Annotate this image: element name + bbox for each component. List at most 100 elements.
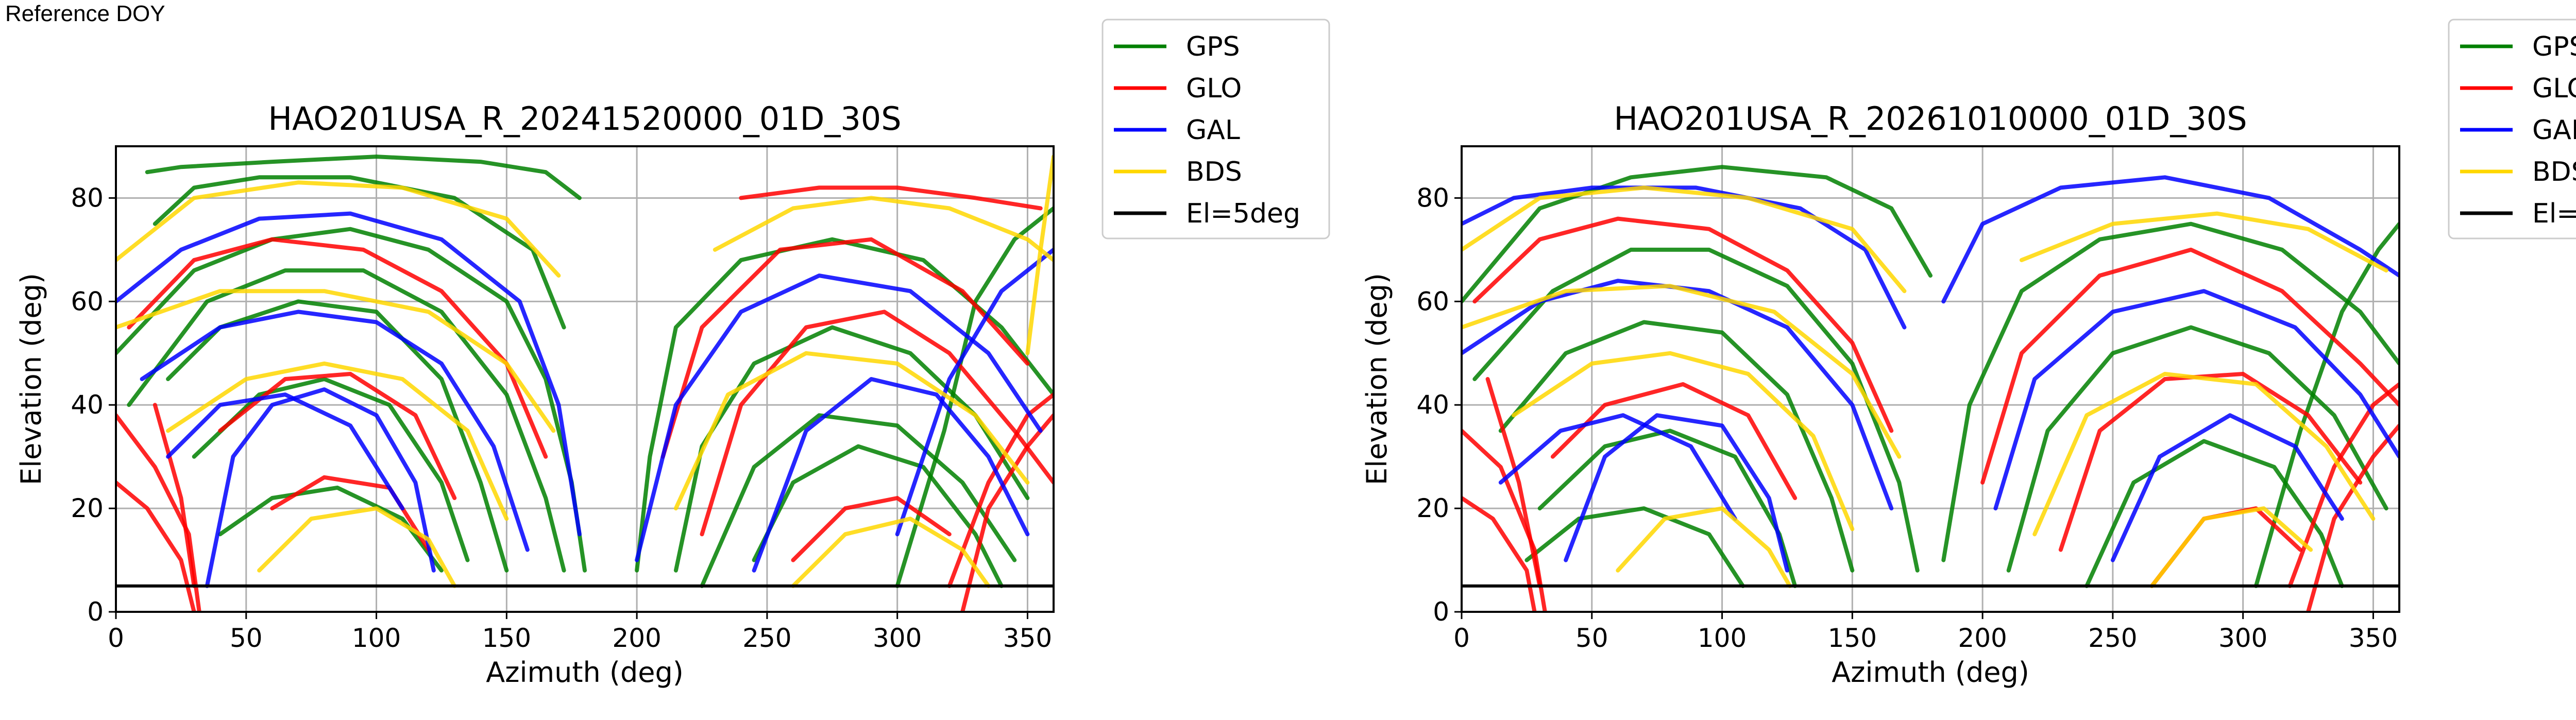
track-bds — [2019, 211, 2388, 273]
track-bds — [673, 351, 1030, 511]
track-gal — [1993, 289, 2399, 511]
track-gps — [1498, 320, 1855, 573]
chart-title: HAO201USA_R_20261010000_01D_30S — [1614, 100, 2247, 138]
y-tick-label: 20 — [71, 493, 104, 523]
y-tick-label: 20 — [1416, 493, 1449, 523]
track-gal — [166, 392, 405, 511]
track-bds — [166, 361, 509, 521]
track-bds — [1616, 506, 1792, 588]
x-axis-label: Azimuth (deg) — [486, 656, 684, 689]
x-tick-label: 350 — [1003, 623, 1052, 653]
track-gal — [1462, 185, 1907, 330]
track-bds — [116, 289, 556, 433]
track-glo — [1980, 247, 2399, 485]
track-gps — [192, 377, 470, 562]
legend-frame — [1101, 19, 1330, 239]
track-gps — [1472, 247, 1920, 573]
track-bds — [2032, 372, 2376, 537]
track-gps — [2253, 221, 2399, 588]
legend-label: GLO — [1186, 73, 1242, 104]
track-gps — [218, 485, 444, 573]
axes-frame — [1461, 145, 2400, 613]
track-gal — [140, 310, 530, 552]
track-gps — [1524, 506, 1745, 588]
track-bds — [791, 517, 991, 588]
track-glo — [1485, 377, 1542, 588]
legend-label: BDS — [1186, 157, 1242, 187]
x-tick-label: 150 — [482, 623, 531, 653]
track-glo — [152, 403, 196, 588]
x-tick-label: 50 — [1575, 623, 1608, 653]
track-bds — [1462, 284, 1902, 459]
x-tick-label: 200 — [1958, 623, 2007, 653]
plot-area — [1462, 165, 2399, 612]
y-tick-label: 0 — [87, 597, 104, 627]
track-gps — [2006, 325, 2388, 573]
track-glo — [700, 310, 1054, 537]
x-tick-label: 50 — [230, 623, 263, 653]
x-tick-label: 100 — [352, 623, 401, 653]
legend-label: GLO — [2532, 73, 2576, 104]
track-gps — [145, 155, 582, 200]
x-tick-label: 250 — [2088, 623, 2137, 653]
y-tick-label: 60 — [1416, 286, 1449, 316]
track-bds — [2149, 506, 2313, 588]
track-glo — [270, 475, 431, 552]
track-bds — [1025, 155, 1054, 355]
track-gps — [895, 206, 1054, 588]
track-bds — [713, 196, 1054, 262]
legend-label: GPS — [2532, 31, 2576, 62]
legend-label: GAL — [2532, 115, 2576, 146]
track-bds — [257, 506, 457, 588]
y-tick-label: 80 — [71, 183, 104, 213]
chart-title: HAO201USA_R_20241520000_01D_30S — [268, 100, 901, 138]
legend: GPS GLO GAL BDS El=5deg — [2448, 19, 2576, 239]
track-gal — [752, 377, 1030, 573]
x-tick-label: 300 — [873, 623, 922, 653]
track-glo — [947, 392, 1054, 588]
track-gal — [2110, 413, 2344, 562]
legend: GPS GLO GAL BDS El=5deg — [1101, 19, 1330, 239]
track-gal — [1941, 175, 2399, 304]
track-glo — [2287, 382, 2399, 588]
y-tick-label: 60 — [71, 286, 104, 316]
track-bds — [1512, 351, 1855, 532]
legend-label: El=5deg — [2532, 198, 2576, 229]
track-gps — [700, 413, 1017, 588]
x-tick-label: 0 — [1453, 623, 1470, 653]
track-gal — [116, 211, 582, 537]
plot-area — [116, 155, 1054, 612]
x-axis-label: Azimuth (deg) — [1832, 656, 2029, 689]
track-bds — [116, 180, 561, 278]
track-gps — [116, 227, 587, 573]
x-tick-label: 0 — [108, 623, 124, 653]
y-axis-label: Elevation (deg) — [1361, 273, 1393, 485]
legend-label: BDS — [2532, 157, 2576, 187]
track-gal — [1498, 413, 1737, 521]
legend-label: GAL — [1186, 115, 1240, 146]
x-tick-label: 250 — [742, 623, 791, 653]
y-axis-label: Elevation (deg) — [15, 273, 47, 485]
track-bds — [1462, 185, 1907, 294]
legend-label: GPS — [1186, 31, 1240, 62]
track-gps — [1462, 165, 1933, 304]
track-glo — [1462, 496, 1537, 612]
track-glo — [739, 185, 1043, 211]
y-tick-label: 0 — [1433, 597, 1449, 627]
y-tick-label: 40 — [71, 390, 104, 420]
legend-label: El=5deg — [1186, 198, 1300, 229]
track-glo — [1472, 216, 1894, 433]
x-tick-label: 300 — [2218, 623, 2267, 653]
track-gps — [127, 268, 566, 573]
x-tick-label: 100 — [1698, 623, 1747, 653]
x-tick-label: 350 — [2349, 623, 2398, 653]
axes-frame — [115, 145, 1055, 613]
chart-1: 0 50 100 150 200 250 300 350 0 20 40 60 80 HAO201USA_… — [15, 19, 1330, 689]
track-glo — [660, 237, 1030, 459]
track-gal — [635, 273, 1043, 562]
x-tick-label: 150 — [1828, 623, 1877, 653]
track-gal — [895, 247, 1054, 537]
chart-2: 0 50 100 150 200 250 300 350 0 20 40 60 80 HAO201USA_… — [1361, 19, 2576, 689]
x-tick-label: 200 — [612, 623, 661, 653]
